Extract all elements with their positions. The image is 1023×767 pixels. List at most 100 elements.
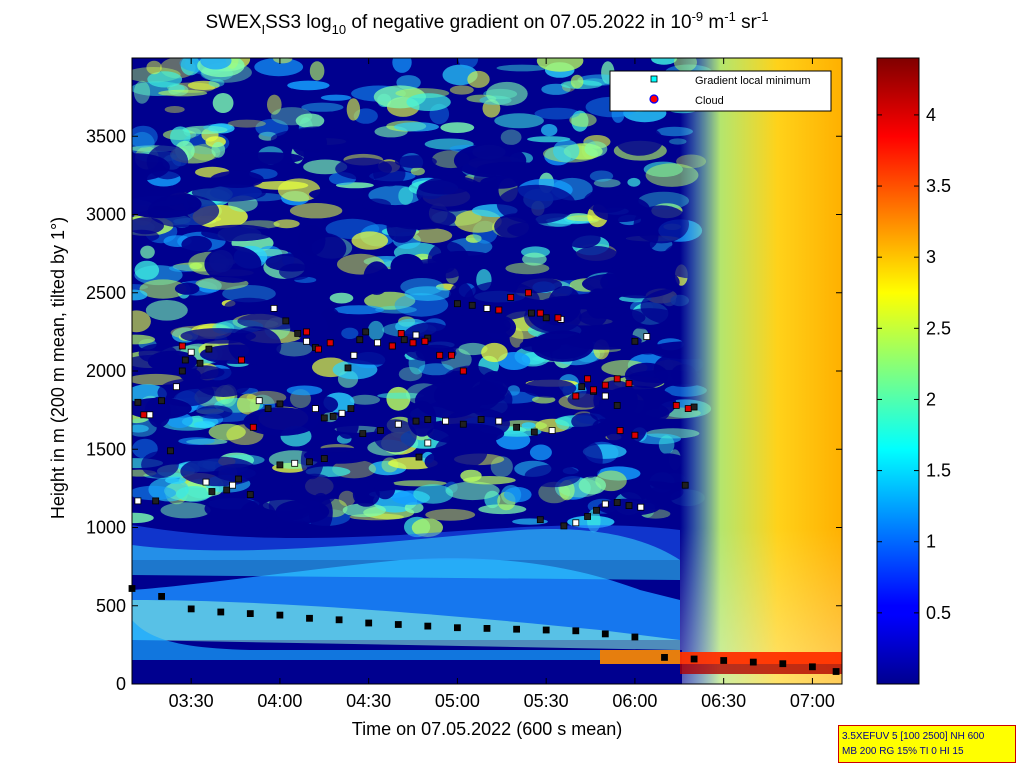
heatmap-cell: [146, 144, 189, 180]
heatmap-cell: [440, 122, 475, 133]
heatmap-cell: [445, 481, 500, 501]
gradient-min-point: [483, 304, 491, 312]
heatmap-cell: [413, 484, 454, 504]
heatmap-cell: [418, 363, 454, 376]
heatmap-cell: [578, 307, 646, 328]
legend: Gradient local minimum Cloud: [609, 70, 832, 112]
heatmap-cell: [503, 487, 532, 503]
gradient-min-point: [229, 481, 237, 489]
cloud-point: [584, 375, 591, 383]
heatmap-cell: [267, 94, 282, 115]
heatmap-cell: [427, 241, 469, 279]
heatmap-cell: [519, 338, 562, 353]
heatmap-cell: [482, 317, 511, 334]
gradient-min-point: [303, 337, 310, 345]
gradient-min-point: [424, 622, 432, 630]
x-tick-label: 05:00: [435, 691, 480, 711]
heatmap-cell: [132, 310, 151, 333]
heatmap-cell: [553, 139, 580, 163]
heatmap: [132, 58, 842, 684]
heatmap-cell: [638, 191, 689, 210]
heatmap-cell: [329, 292, 354, 304]
heatmap-cell: [303, 447, 374, 464]
heatmap-cell: [309, 187, 364, 201]
gradient-min-point: [196, 359, 204, 367]
x-axis-label: Time on 07.05.2022 (600 s mean): [352, 719, 623, 739]
colorbar-tick-label: 0.5: [926, 603, 951, 623]
heatmap-cell: [627, 177, 641, 187]
heatmap-cell: [578, 476, 606, 495]
heatmap-cell: [634, 433, 682, 445]
colorbar: 0.5 1 1.5 2 2.5 3 3.5 4: [876, 57, 951, 685]
heatmap-cell: [165, 476, 187, 484]
colorbar-tick-label: 1: [926, 532, 936, 552]
heatmap-cell: [140, 245, 155, 259]
heatmap-cell: [392, 58, 412, 73]
x-tick-label: 05:30: [524, 691, 569, 711]
gradient-min-point: [690, 655, 698, 663]
gradient-min-point: [542, 314, 550, 322]
heatmap-cell: [507, 222, 548, 238]
heatmap-cell: [237, 312, 312, 330]
gradient-min-point: [513, 625, 520, 633]
heatmap-cell: [346, 98, 361, 121]
cloud-point: [613, 375, 621, 383]
cloud-point: [590, 386, 597, 394]
heatmap-cell: [301, 102, 344, 112]
info-box: 3.5XEFUV 5 [100 2500] NH 600 MB 200 RG 1…: [838, 725, 1016, 763]
gradient-min-point: [246, 610, 254, 617]
gradient-min-point: [255, 397, 263, 405]
gradient-min-point: [442, 417, 450, 425]
gradient-min-point: [601, 630, 609, 638]
heatmap-cell: [463, 281, 540, 321]
heatmap-cell: [398, 367, 423, 382]
heatmap-cell: [187, 80, 220, 90]
heatmap-cell: [592, 195, 650, 223]
gradient-min-point: [276, 400, 284, 408]
gradient-min-point: [217, 608, 225, 616]
heatmap-cell: [279, 263, 312, 281]
info-line-1: 3.5XEFUV 5 [100 2500] NH 600: [842, 731, 985, 742]
gradient-min-point: [400, 336, 408, 344]
cloud-point: [507, 293, 515, 301]
x-tick-label: 04:30: [346, 691, 391, 711]
gradient-min-point: [187, 605, 195, 613]
heatmap-cell: [309, 492, 333, 533]
heatmap-cell: [132, 485, 177, 501]
cloud-point: [601, 381, 609, 389]
gradient-min-point: [560, 522, 568, 530]
gradient-min-point: [235, 475, 242, 483]
cloud-point: [536, 309, 544, 317]
heatmap-cell: [400, 278, 444, 296]
x-tick-label: 07:00: [790, 691, 835, 711]
heatmap-cell: [394, 155, 437, 169]
heatmap-cell: [494, 113, 544, 129]
gradient-min-point: [453, 624, 461, 632]
heatmap-cell: [180, 58, 201, 76]
colorbar-tick-label: 3: [926, 247, 936, 267]
heatmap-cell: [458, 342, 488, 356]
heatmap-cell: [536, 58, 584, 72]
gradient-min-point: [394, 621, 402, 628]
y-tick-label: 3000: [86, 205, 126, 225]
heatmap-cell: [404, 502, 424, 514]
gradient-min-point: [593, 506, 600, 514]
gradient-min-point: [495, 417, 503, 425]
gradient-min-point: [276, 461, 284, 469]
y-axis: 0 500 1000 1500 2000 2500 3000 3500: [86, 126, 842, 694]
gradient-min-point: [613, 401, 621, 409]
heatmap-cell: [164, 106, 185, 113]
heatmap-cell: [604, 410, 647, 446]
heatmap-cell: [458, 58, 479, 69]
x-tick-label: 06:30: [701, 691, 746, 711]
cloud-point: [421, 337, 429, 345]
gradient-min-point: [152, 497, 160, 505]
gradient-min-point: [394, 420, 402, 428]
chart-title: SWEXISS3 log10 of negative gradient on 0…: [206, 9, 769, 37]
heatmap-cell: [351, 231, 389, 250]
heatmap-cell: [406, 93, 451, 111]
heatmap-cell: [465, 234, 482, 243]
heatmap-cell: [481, 342, 508, 363]
heatmap-cell: [522, 252, 547, 266]
gradient-min-point: [344, 364, 352, 372]
